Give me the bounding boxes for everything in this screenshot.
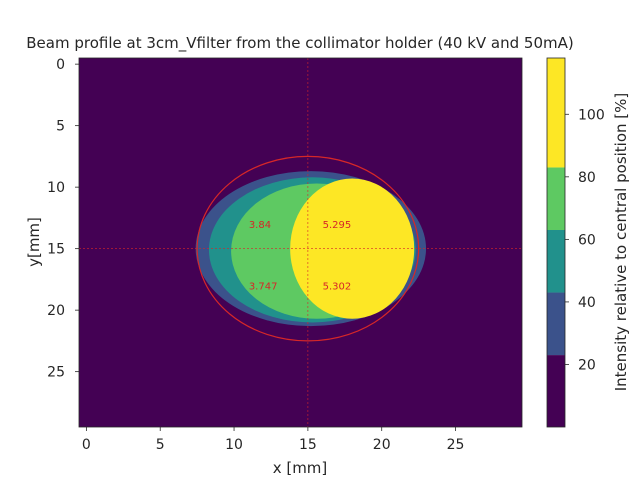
- colorbar-segments: [547, 58, 565, 427]
- y-tick-label: 20: [47, 303, 65, 319]
- reference-circle: [196, 155, 420, 342]
- annotation-4: 5.302: [323, 282, 352, 293]
- annotation-2: 5.295: [323, 220, 352, 231]
- chart-title: Beam profile at 3cm_Vfilter from the col…: [26, 34, 573, 53]
- colorbar-segment-5: [547, 58, 565, 168]
- y-tick-label: 25: [47, 365, 65, 381]
- annotation-1: 3.84: [249, 220, 271, 231]
- x-axis-label: x [mm]: [273, 459, 328, 477]
- y-tick-label: 10: [47, 180, 65, 196]
- y-tick-label: 15: [47, 242, 65, 258]
- y-axis-ticks: 0 5 10 15 20 25: [47, 57, 79, 381]
- x-tick-label: 25: [447, 437, 465, 453]
- x-tick-label: 10: [225, 437, 243, 453]
- colorbar-segment-2: [547, 292, 565, 356]
- colorbar-segment-3: [547, 229, 565, 293]
- x-tick-label: 15: [299, 437, 317, 453]
- colorbar-tick-label: 20: [578, 357, 596, 373]
- y-axis-label: y[mm]: [25, 217, 43, 267]
- x-tick-label: 20: [373, 437, 391, 453]
- annotation-layer: 3.84 5.295 3.747 5.302: [249, 220, 351, 292]
- plot-frame: [78, 57, 523, 428]
- contour-layer: [195, 171, 427, 327]
- colorbar-segment-4: [547, 167, 565, 230]
- overlay-layer: [79, 58, 522, 427]
- colorbar-tick-label: 80: [578, 170, 596, 186]
- colorbar-segment-1: [547, 355, 565, 427]
- y-tick-label: 0: [56, 57, 65, 73]
- colorbar-label: Intensity relative to central position […: [612, 93, 630, 392]
- colorbar-tick-label: 100: [578, 107, 605, 123]
- plot-area: 3.84 5.295 3.747 5.302: [78, 57, 523, 428]
- y-tick-label: 5: [56, 119, 65, 135]
- x-axis-ticks: 0 5 10 15 20 25: [82, 427, 465, 453]
- x-tick-label: 5: [156, 437, 165, 453]
- colorbar-tick-label: 40: [578, 295, 596, 311]
- colorbar-tick-label: 60: [578, 232, 596, 248]
- colorbar: 20 40 60 80 100 Intensity relative to centra…: [546, 57, 630, 428]
- colorbar-frame: [546, 57, 566, 428]
- x-tick-label: 0: [82, 437, 91, 453]
- colorbar-ticks: 20 40 60 80 100: [565, 107, 605, 373]
- annotation-3: 3.747: [249, 282, 278, 293]
